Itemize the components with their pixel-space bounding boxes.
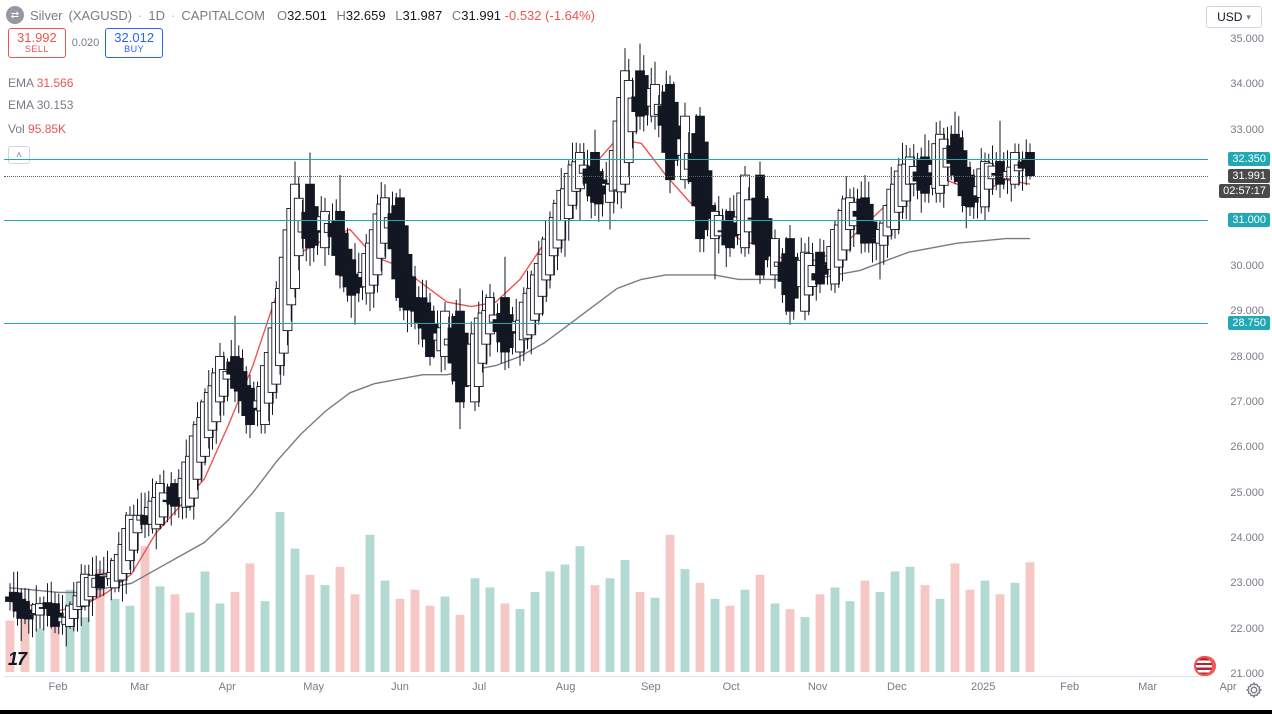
time-axis[interactable]: Feb Mar Apr May Jun Jul Aug Sep Oct Nov Dec 2025 Feb… [4,676,1204,698]
price-tick: 28.000 [1230,351,1264,363]
time-tick: Sep [641,681,661,693]
time-tick: Nov [808,681,828,693]
time-tick: 2025 [971,681,995,693]
support-resistance-line[interactable] [4,220,1208,221]
current-price-line[interactable] [4,176,1208,177]
price-tick: 24.000 [1230,532,1264,544]
price-tick: 23.000 [1230,577,1264,589]
time-tick: Dec [887,681,907,693]
time-tick: Mar [130,681,149,693]
price-tick: 33.000 [1230,124,1264,136]
support-resistance-line[interactable] [4,323,1208,324]
price-axis[interactable]: 35.00034.00033.00032.00031.00030.00029.0… [1208,0,1272,674]
settings-gear-icon[interactable] [1246,682,1262,698]
bottom-border [0,710,1272,714]
time-tick: Jun [391,681,409,693]
price-label: 02:57:17 [1219,184,1270,198]
support-resistance-line[interactable] [4,159,1208,160]
time-tick: May [303,681,324,693]
time-tick: Feb [49,681,68,693]
time-tick: Mar [1138,681,1157,693]
price-tick: 27.000 [1230,396,1264,408]
tradingview-logo: 17 [8,649,26,670]
time-tick: Aug [556,681,576,693]
price-label: 32.350 [1228,152,1270,166]
country-flag-icon[interactable] [1194,656,1214,676]
price-tick: 26.000 [1230,441,1264,453]
time-tick: Apr [1219,681,1236,693]
time-tick: Apr [219,681,236,693]
time-tick: Feb [1060,681,1079,693]
price-tick: 35.000 [1230,33,1264,45]
price-tick: 25.000 [1230,487,1264,499]
time-tick: Jul [472,681,486,693]
price-tick: 30.000 [1230,260,1264,272]
price-tick: 22.000 [1230,623,1264,635]
price-label: 31.991 [1228,169,1270,183]
price-label: 31.000 [1228,213,1270,227]
price-tick: 34.000 [1230,78,1264,90]
chart-svg [4,0,1204,674]
chart-plot-area[interactable] [4,0,1204,674]
time-tick: Oct [723,681,740,693]
price-label: 28.750 [1228,316,1270,330]
price-tick: 21.000 [1230,668,1264,680]
